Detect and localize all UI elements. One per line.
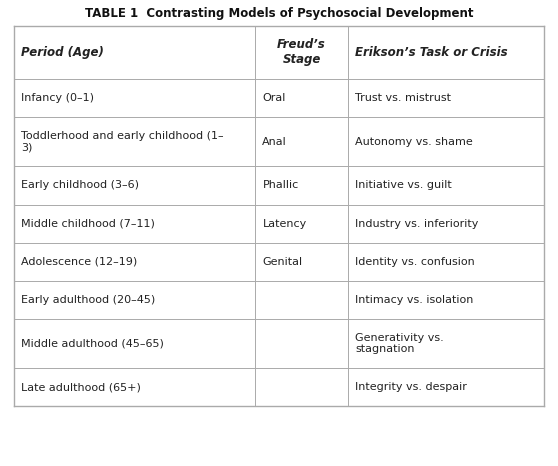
Text: Generativity vs.
stagnation: Generativity vs. stagnation	[355, 333, 444, 355]
Text: Early adulthood (20–45): Early adulthood (20–45)	[21, 295, 156, 305]
Text: Adolescence (12–19): Adolescence (12–19)	[21, 257, 137, 267]
Text: Erikson’s Task or Crisis: Erikson’s Task or Crisis	[355, 46, 508, 59]
Text: Infancy (0–1): Infancy (0–1)	[21, 93, 94, 103]
Text: Freud’s
Stage: Freud’s Stage	[277, 38, 326, 67]
Text: Intimacy vs. isolation: Intimacy vs. isolation	[355, 295, 474, 305]
Text: Oral: Oral	[262, 93, 286, 103]
Text: Integrity vs. despair: Integrity vs. despair	[355, 382, 467, 392]
Text: Anal: Anal	[262, 137, 287, 147]
Text: TABLE 1  Contrasting Models of Psychosocial Development: TABLE 1 Contrasting Models of Psychosoci…	[85, 7, 473, 20]
Text: Industry vs. inferiority: Industry vs. inferiority	[355, 219, 479, 229]
Text: Genital: Genital	[262, 257, 302, 267]
Text: Middle childhood (7–11): Middle childhood (7–11)	[21, 219, 155, 229]
Text: Toddlerhood and early childhood (1–
3): Toddlerhood and early childhood (1– 3)	[21, 131, 224, 153]
Text: Phallic: Phallic	[262, 180, 299, 191]
Text: Autonomy vs. shame: Autonomy vs. shame	[355, 137, 473, 147]
Text: Late adulthood (65+): Late adulthood (65+)	[21, 382, 141, 392]
Text: Period (Age): Period (Age)	[21, 46, 104, 59]
Text: Identity vs. confusion: Identity vs. confusion	[355, 257, 475, 267]
Bar	[14, 26, 544, 406]
Text: Latency: Latency	[262, 219, 307, 229]
Text: Middle adulthood (45–65): Middle adulthood (45–65)	[21, 339, 164, 349]
Text: Initiative vs. guilt: Initiative vs. guilt	[355, 180, 452, 191]
Text: Early childhood (3–6): Early childhood (3–6)	[21, 180, 139, 191]
Text: Trust vs. mistrust: Trust vs. mistrust	[355, 93, 451, 103]
